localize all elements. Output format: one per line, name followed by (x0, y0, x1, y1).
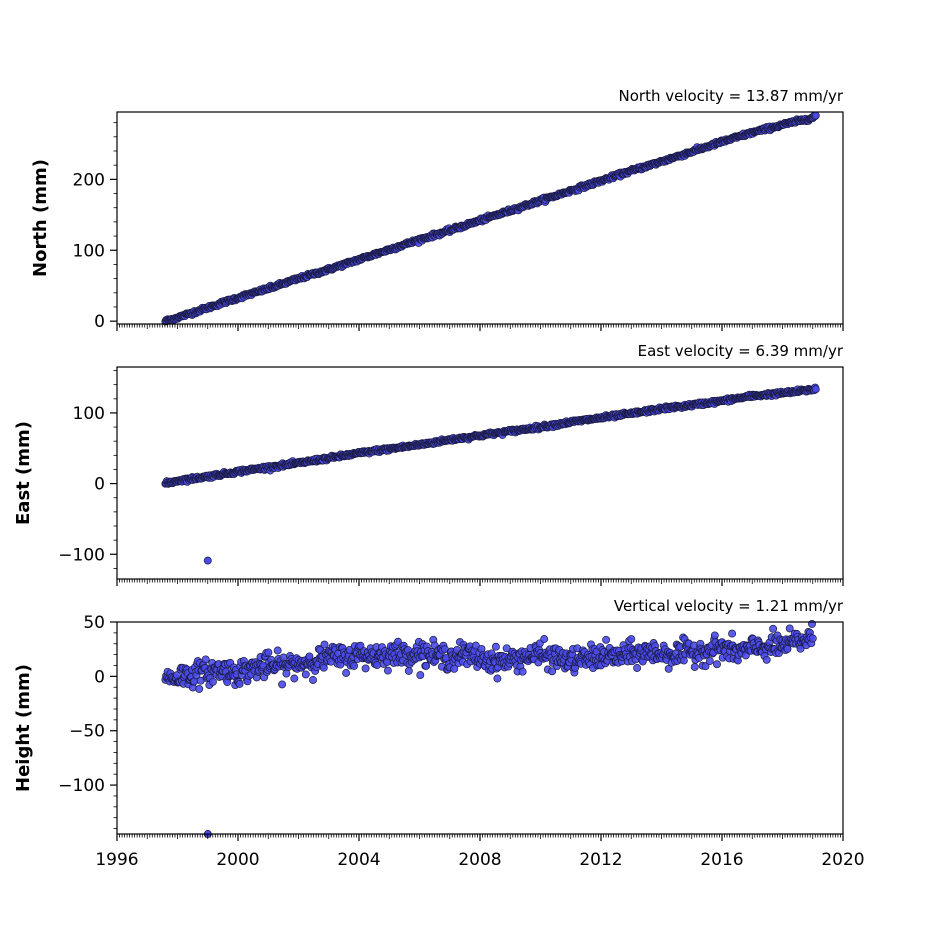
y-tick-label: 0 (94, 312, 105, 332)
panel-title-north: North velocity = 13.87 mm/yr (619, 87, 844, 105)
x-tick-label: 2016 (700, 850, 743, 870)
x-tick-label: 2004 (337, 850, 380, 870)
y-axis-label-height: Height (mm) (13, 664, 34, 792)
x-tick-label: 2012 (579, 850, 622, 870)
data-point (705, 657, 714, 666)
data-point (762, 655, 771, 664)
data-point (278, 680, 287, 689)
y-axis-label-east: East (mm) (13, 421, 34, 525)
data-point (450, 664, 459, 673)
data-point (342, 669, 351, 677)
data-point (273, 646, 282, 655)
x-tick-label: 2020 (821, 850, 864, 870)
outlier-point (203, 556, 212, 565)
data-point (548, 667, 557, 676)
data-point (728, 629, 737, 638)
panel-east: −100 0 100 East (mm) East velocity = 6.39 mm… (13, 342, 844, 586)
data-point (710, 631, 719, 640)
x-ticks-north (116, 324, 844, 331)
data-point (811, 385, 820, 394)
y-tick-label: 100 (73, 404, 105, 424)
data-point (404, 666, 413, 675)
data-point (320, 640, 329, 649)
data-point (208, 677, 217, 686)
data-point (279, 653, 288, 662)
data-point (602, 635, 611, 644)
panels: 0 100 200 North (mm) North velocity = 13.87 … (13, 87, 865, 870)
data-point (422, 661, 431, 670)
data-point (301, 670, 310, 679)
data-point (518, 667, 527, 676)
data-point (808, 634, 817, 643)
data-point (493, 674, 502, 683)
y-tick-label: 50 (83, 613, 105, 633)
y-ticks-north: 0 100 200 (73, 122, 117, 332)
y-tick-label: −100 (58, 545, 105, 565)
x-ticks-height: 1996 2000 2004 2008 2012 2016 2020 (95, 834, 865, 870)
data-point (785, 624, 794, 633)
data-point (373, 661, 382, 670)
data-point (713, 660, 721, 669)
y-tick-label: 0 (94, 667, 105, 687)
y-tick-label: 0 (94, 475, 105, 495)
panel-title-east: East velocity = 6.39 mm/yr (638, 342, 844, 360)
data-point (416, 671, 425, 680)
data-point (701, 662, 710, 671)
markers-height (161, 619, 817, 693)
markers-east (161, 383, 820, 488)
data-point (502, 644, 511, 653)
panel-title-height: Vertical velocity = 1.21 mm/yr (614, 597, 844, 615)
x-tick-label: 1996 (95, 850, 138, 870)
markers-north (161, 111, 820, 326)
panel-north: 0 100 200 North (mm) North velocity = 13.87 … (30, 87, 844, 332)
data-point (540, 635, 549, 643)
data-point (783, 644, 792, 653)
y-ticks-east: −100 0 100 (58, 370, 117, 569)
data-point (361, 664, 370, 673)
data-point (201, 655, 210, 664)
x-tick-label: 2008 (458, 850, 501, 870)
data-point (808, 619, 816, 628)
y-tick-label: −50 (69, 722, 105, 742)
y-tick-label: −100 (58, 776, 105, 796)
data-point (309, 676, 317, 684)
data-point (690, 663, 699, 671)
data-point (811, 111, 820, 120)
y-ticks-height: −100 −50 0 50 (58, 613, 117, 829)
data-point (627, 635, 636, 644)
data-point (679, 656, 688, 665)
data-point (235, 679, 244, 688)
data-point (383, 666, 392, 675)
data-point (305, 652, 314, 661)
y-axis-label-north: North (mm) (30, 159, 51, 277)
data-point (633, 664, 642, 672)
data-point (264, 648, 273, 657)
data-point (195, 684, 204, 693)
data-point (282, 669, 291, 678)
data-point (491, 642, 500, 651)
x-tick-label: 2000 (216, 850, 259, 870)
y-tick-label: 200 (73, 170, 105, 190)
data-point (769, 624, 778, 633)
y-tick-label: 100 (73, 241, 105, 261)
data-point (290, 674, 299, 683)
data-point (350, 661, 359, 670)
x-ticks-east (116, 579, 844, 586)
panel-height: 1996 2000 2004 2008 2012 2016 2020 −100 −50 0 50 He… (13, 597, 865, 870)
